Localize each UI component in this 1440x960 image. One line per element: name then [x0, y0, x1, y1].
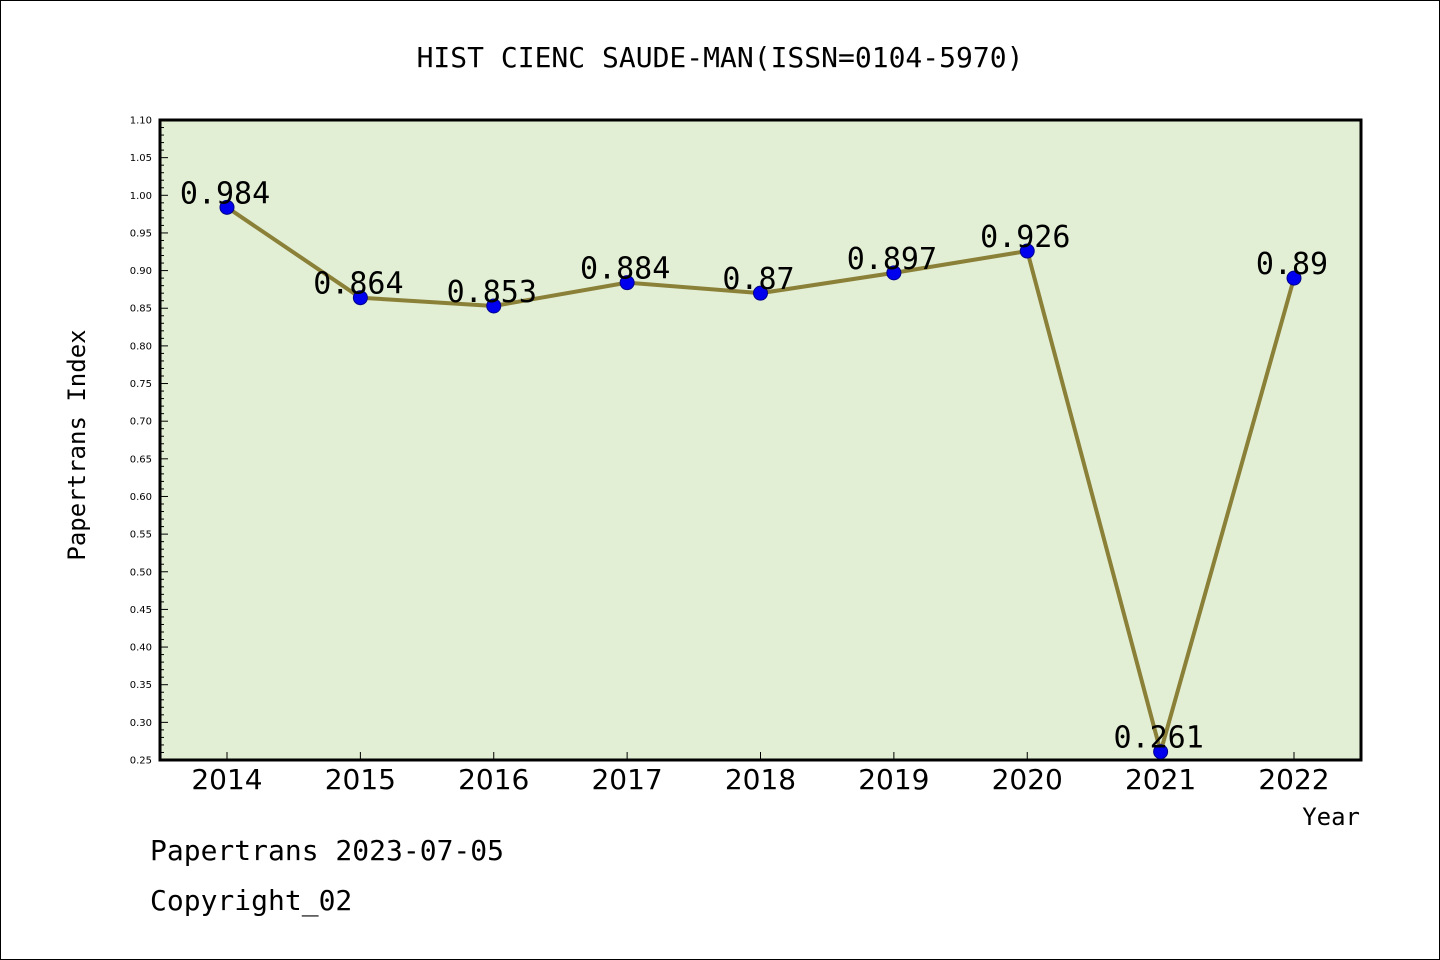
- footer-copyright: Copyright_02: [150, 884, 353, 917]
- y-tick-label: 0.30: [130, 718, 152, 729]
- y-axis: 0.25 0.30 0.35 0.40 0.45 0.50 0.55 0.60 0.65 0.70…: [130, 116, 168, 767]
- y-tick-label: 0.75: [130, 379, 152, 390]
- x-tick-label: 2018: [725, 763, 796, 796]
- data-label: 0.984: [180, 176, 270, 211]
- y-tick-label: 1.05: [130, 153, 152, 164]
- x-axis: 2014 2015 2016 2017 2018 2019 2020 2021 2022: [191, 752, 1330, 796]
- y-tick-label: 0.40: [130, 643, 152, 654]
- y-tick-label: 0.55: [130, 530, 152, 541]
- y-tick-label: 0.35: [130, 680, 152, 691]
- y-tick-label: 0.60: [130, 492, 152, 503]
- x-tick-label: 2022: [1258, 763, 1329, 796]
- y-tick-label: 0.25: [130, 756, 152, 767]
- y-tick-label: 1.10: [130, 116, 152, 127]
- data-label: 0.87: [722, 262, 794, 297]
- data-point: [1286, 270, 1302, 286]
- data-point: [1153, 744, 1169, 760]
- chart-title: HIST CIENC SAUDE-MAN(ISSN=0104-5970): [417, 41, 1024, 74]
- x-tick-label: 2015: [325, 763, 396, 796]
- y-tick-label: 1.00: [130, 191, 152, 202]
- data-label: 0.89: [1256, 247, 1328, 282]
- x-tick-label: 2021: [1125, 763, 1196, 796]
- data-label: 0.864: [313, 267, 403, 302]
- x-tick-label: 2016: [458, 763, 529, 796]
- y-tick-label: 0.50: [130, 567, 152, 578]
- y-tick-label: 0.65: [130, 454, 152, 465]
- data-point: [352, 290, 368, 306]
- data-label: 0.897: [847, 242, 937, 277]
- y-tick-label: 0.90: [130, 266, 152, 277]
- y-tick-label: 0.85: [130, 304, 152, 315]
- data-point: [886, 265, 902, 281]
- x-axis-label: Year: [1302, 803, 1360, 831]
- data-label: 0.884: [580, 252, 670, 287]
- data-point: [219, 199, 235, 215]
- y-axis-label: Papertrans Index: [63, 329, 91, 560]
- data-point: [619, 275, 635, 291]
- y-tick-label: 0.80: [130, 341, 152, 352]
- data-markers: [219, 199, 1302, 760]
- data-point: [486, 298, 502, 314]
- footer-date: Papertrans 2023-07-05: [150, 834, 505, 867]
- x-tick-label: 2017: [591, 763, 662, 796]
- data-point: [1019, 243, 1035, 259]
- data-labels: 0.984 0.864 0.853 0.884 0.87 0.897 0.926 0.261 0…: [180, 176, 1328, 755]
- x-tick-label: 2014: [191, 763, 262, 796]
- plot-area: [158, 118, 1363, 762]
- x-tick-label: 2020: [992, 763, 1063, 796]
- y-tick-label: 0.70: [130, 417, 152, 428]
- x-tick-label: 2019: [858, 763, 929, 796]
- data-point: [753, 285, 768, 301]
- data-label: 0.261: [1113, 721, 1203, 756]
- y-tick-label: 0.45: [130, 605, 152, 616]
- data-label: 0.853: [447, 275, 537, 310]
- y-tick-label: 0.95: [130, 228, 152, 239]
- data-label: 0.926: [980, 220, 1070, 255]
